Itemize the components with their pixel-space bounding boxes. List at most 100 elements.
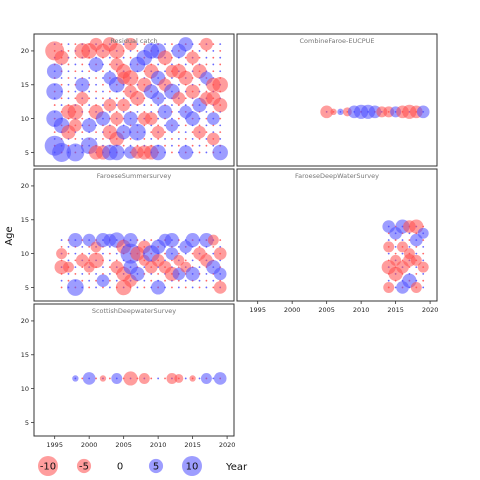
zero-dot bbox=[74, 252, 77, 255]
zero-dot bbox=[198, 83, 201, 86]
zero-dot bbox=[150, 131, 153, 134]
bubbles bbox=[381, 219, 429, 294]
zero-dot bbox=[164, 259, 166, 262]
residual-bubble bbox=[189, 375, 196, 382]
zero-dot bbox=[95, 138, 97, 140]
residual-bubble bbox=[174, 373, 184, 383]
residual-bubble bbox=[173, 254, 185, 266]
zero-dot bbox=[150, 124, 153, 127]
zero-dot bbox=[95, 377, 97, 380]
residual-bubble bbox=[185, 233, 200, 248]
zero-dot bbox=[177, 83, 180, 86]
zero-dot bbox=[115, 97, 118, 100]
panel-frame bbox=[236, 168, 438, 302]
panel-2: CombineFaroe-EUCPUE bbox=[236, 33, 438, 167]
zero-dot bbox=[95, 279, 97, 282]
panel-frame bbox=[236, 33, 438, 167]
zero-dot bbox=[67, 50, 70, 52]
zero-dot bbox=[171, 286, 173, 289]
zero-dot bbox=[387, 279, 390, 282]
zero-dot bbox=[88, 104, 91, 106]
zero-dot bbox=[136, 144, 139, 147]
residual-bubble bbox=[122, 70, 139, 86]
residual-bubble bbox=[186, 51, 199, 65]
zero-dot bbox=[219, 63, 222, 66]
residual-bubble bbox=[383, 281, 395, 293]
zero-dot bbox=[108, 97, 111, 100]
residual-bubble bbox=[130, 266, 145, 281]
zero-dot bbox=[205, 273, 208, 275]
y-tick-label: 5 bbox=[25, 149, 29, 157]
panel-title: CombineFaroe-EUCPUE bbox=[299, 37, 374, 45]
zero-dot bbox=[108, 377, 111, 380]
zero-dot bbox=[212, 279, 215, 282]
residual-bubble bbox=[130, 91, 145, 106]
zero-dot bbox=[219, 50, 222, 52]
residual-bubble bbox=[172, 91, 186, 105]
residual-bubble bbox=[212, 144, 228, 161]
zero-dot bbox=[171, 104, 173, 106]
zero-dot bbox=[157, 104, 160, 106]
zero-dot bbox=[102, 104, 104, 106]
zero-dot bbox=[191, 259, 194, 262]
zero-dot bbox=[67, 63, 70, 66]
zero-dot bbox=[184, 138, 187, 140]
zero-dot bbox=[171, 131, 173, 134]
x-tick-label: 2000 bbox=[81, 441, 98, 449]
residual-bubble bbox=[75, 91, 89, 105]
zero-dot bbox=[102, 83, 104, 86]
zero-dot bbox=[219, 124, 222, 127]
x-tick-label: 2015 bbox=[387, 306, 404, 314]
zero-dot bbox=[102, 252, 104, 255]
panel-3: FaroeseSummersurvey 5 10 15 20 bbox=[21, 168, 235, 302]
residual-bubble bbox=[213, 281, 227, 294]
zero-dot bbox=[157, 138, 160, 140]
zero-dot bbox=[219, 70, 222, 73]
zero-dot bbox=[205, 110, 208, 113]
zero-dot bbox=[102, 77, 104, 79]
zero-dot bbox=[184, 97, 187, 100]
panels: Residual catch 5 10 15 20 CombineFaroe-EUCPUE… bbox=[21, 33, 438, 449]
residual-bubble bbox=[417, 261, 429, 273]
zero-dot bbox=[177, 117, 180, 120]
residual-bubble bbox=[320, 105, 333, 119]
zero-dot bbox=[191, 252, 194, 255]
zero-dot bbox=[67, 90, 70, 93]
zero-dot bbox=[150, 104, 153, 106]
residual-bubble bbox=[213, 247, 227, 260]
zero-dot bbox=[205, 138, 208, 140]
zero-dot bbox=[143, 43, 146, 46]
residual-bubble bbox=[200, 37, 213, 51]
zero-dot bbox=[422, 273, 425, 275]
zero-dot bbox=[81, 131, 84, 134]
zero-dot bbox=[164, 252, 166, 255]
zero-dot bbox=[171, 259, 173, 262]
zero-dot bbox=[164, 144, 166, 147]
residual-bubble bbox=[116, 125, 131, 140]
zero-dot bbox=[184, 131, 187, 134]
residual-bubble bbox=[151, 280, 166, 295]
zero-dot bbox=[394, 239, 397, 241]
zero-dot bbox=[129, 50, 132, 52]
x-tick-label: 2015 bbox=[184, 441, 201, 449]
zero-dot bbox=[74, 266, 77, 269]
zero-dot bbox=[122, 144, 125, 147]
zero-dot bbox=[171, 151, 173, 154]
residual-bubble bbox=[56, 248, 68, 260]
zero-dot bbox=[212, 56, 215, 59]
zero-dot bbox=[205, 131, 208, 134]
zero-dot bbox=[60, 97, 63, 100]
zero-dot bbox=[177, 266, 180, 269]
residual-bubble bbox=[95, 111, 111, 126]
zero-dot bbox=[108, 252, 111, 255]
zero-dot bbox=[157, 266, 160, 269]
zero-dot bbox=[177, 144, 180, 147]
zero-dot bbox=[164, 70, 166, 73]
residual-bubble bbox=[109, 144, 125, 161]
zero-dot bbox=[191, 63, 194, 66]
zero-dot bbox=[108, 70, 111, 73]
zero-dot bbox=[212, 252, 215, 255]
zero-dot bbox=[102, 90, 104, 93]
zero-dot bbox=[115, 259, 118, 262]
zero-dot bbox=[205, 144, 208, 147]
